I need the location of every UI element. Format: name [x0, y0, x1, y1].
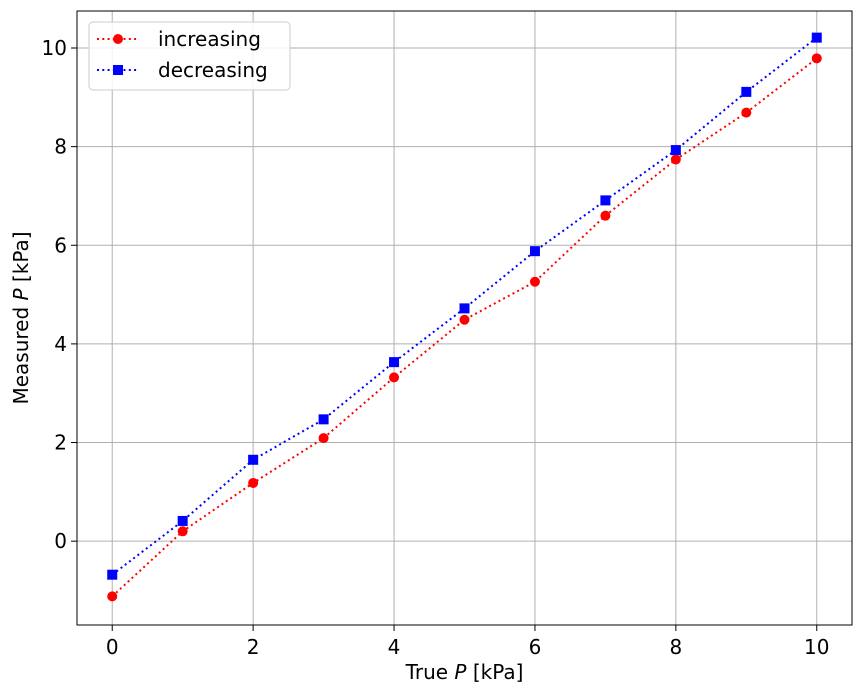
- data-point-increasing: [389, 372, 400, 383]
- data-point-increasing: [107, 591, 118, 602]
- data-point-decreasing: [318, 414, 329, 425]
- data-point-increasing: [529, 276, 540, 287]
- series-decreasing: [107, 32, 822, 580]
- x-tick-label: 2: [247, 635, 260, 659]
- x-tick-label: 6: [529, 635, 542, 659]
- tick-layer: 0 2 4 6 8 10 0 2 4 6 8 10: [42, 36, 830, 659]
- data-point-increasing: [248, 477, 259, 488]
- data-point-decreasing: [177, 515, 188, 526]
- x-tick-label: 4: [388, 635, 401, 659]
- x-tick-label: 10: [804, 635, 829, 659]
- data-point-decreasing: [670, 145, 681, 156]
- data-point-decreasing: [248, 454, 259, 465]
- series-line-decreasing: [111, 36, 818, 576]
- data-point-decreasing: [600, 195, 611, 206]
- data-point-decreasing: [741, 86, 752, 97]
- y-tick-label: 0: [54, 529, 67, 553]
- y-tick-label: 6: [54, 233, 67, 257]
- x-axis-label: True P [kPa]: [405, 660, 524, 684]
- data-point-decreasing: [459, 303, 470, 314]
- data-point-increasing: [741, 107, 752, 118]
- x-tick-label: 0: [106, 635, 119, 659]
- data-point-decreasing: [389, 357, 400, 368]
- data-point-increasing: [177, 526, 188, 537]
- legend-marker-decreasing: [113, 65, 123, 75]
- data-point-increasing: [600, 210, 611, 221]
- y-tick-label: 8: [54, 135, 67, 159]
- y-tick-label: 10: [42, 36, 67, 60]
- data-point-decreasing: [107, 569, 118, 580]
- plot-area: [107, 32, 822, 602]
- y-tick-label: 4: [54, 332, 67, 356]
- grid: [77, 11, 852, 625]
- data-point-decreasing: [529, 246, 540, 257]
- x-tick-label: 8: [669, 635, 682, 659]
- data-point-increasing: [811, 53, 822, 64]
- series-increasing: [107, 53, 822, 602]
- data-point-increasing: [670, 154, 681, 165]
- legend-label-decreasing: decreasing: [158, 58, 268, 82]
- legend-marker-increasing: [113, 34, 123, 44]
- y-axis-label: Measured P [kPa]: [9, 231, 33, 404]
- series-line-increasing: [111, 57, 818, 598]
- legend-box: [88, 21, 291, 91]
- axes-frame: [76, 10, 853, 626]
- y-tick-label: 2: [54, 431, 67, 455]
- data-point-increasing: [459, 314, 470, 325]
- data-point-decreasing: [811, 32, 822, 43]
- legend: increasing decreasing: [88, 21, 291, 91]
- data-point-increasing: [318, 433, 329, 444]
- legend-label-increasing: increasing: [158, 27, 261, 51]
